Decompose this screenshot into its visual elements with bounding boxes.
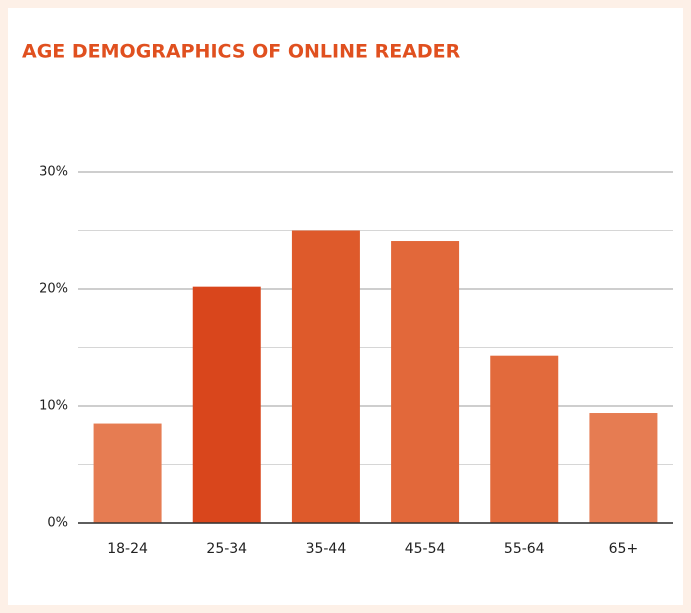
- bar: [93, 423, 162, 523]
- y-tick-label: 30%: [39, 165, 68, 180]
- x-tick-label: 18-24: [107, 541, 148, 557]
- x-tick-label: 35-44: [306, 541, 347, 557]
- y-tick-label: 10%: [39, 399, 68, 414]
- y-tick-label: 0%: [47, 516, 68, 531]
- bar: [589, 413, 658, 523]
- x-tick-label: 55-64: [504, 541, 545, 557]
- y-tick-label: 20%: [39, 282, 68, 297]
- x-tick-label: 65+: [609, 541, 639, 557]
- bar: [490, 355, 559, 523]
- chart-title: AGE DEMOGRAPHICS OF ONLINE READER: [22, 41, 461, 63]
- bar: [291, 230, 360, 523]
- x-tick-label: 25-34: [206, 541, 247, 557]
- x-tick-label: 45-54: [405, 541, 446, 557]
- bar: [391, 241, 460, 523]
- bar: [192, 286, 261, 523]
